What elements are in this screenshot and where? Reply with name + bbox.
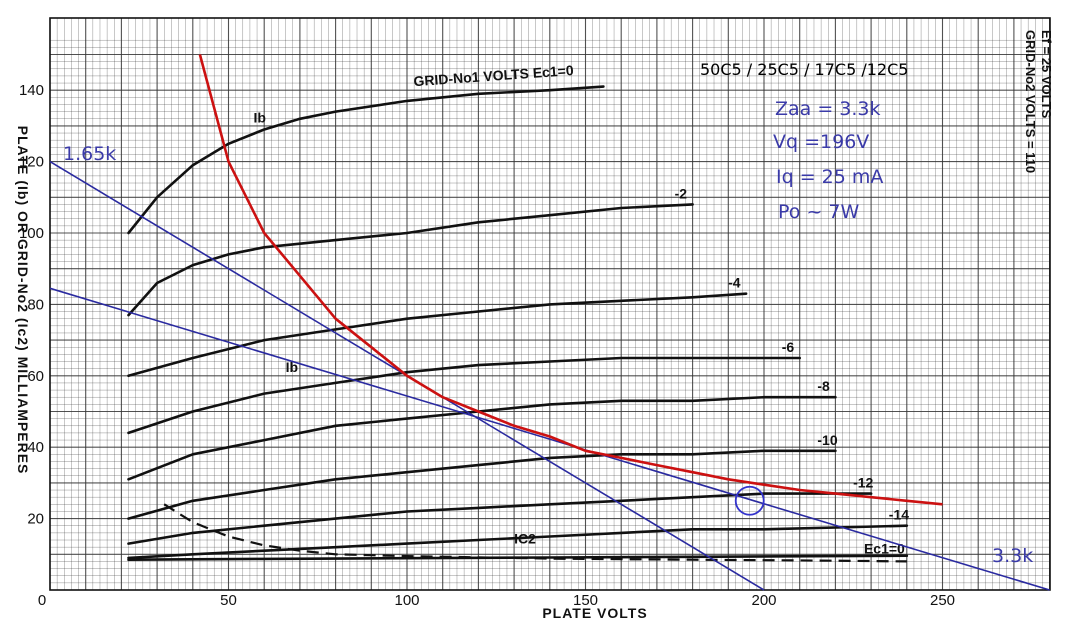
condition-heater-voltage: Ef = 25 VOLTS	[1039, 30, 1054, 119]
y-tick-label: 140	[19, 82, 44, 99]
y-tick-label: 120	[19, 154, 44, 171]
annotation-impedance: Zaa = 3.3k	[775, 98, 881, 120]
load-line	[49, 287, 1050, 591]
series-curve	[127, 554, 909, 561]
screen-current-curve	[163, 503, 907, 563]
annotation-quiescent-voltage: Vq =196V	[773, 131, 869, 153]
series-label: -10	[817, 432, 837, 448]
annotation-power-output: Po ~ 7W	[778, 201, 859, 223]
y-tick-label: 100	[19, 225, 44, 242]
x-axis-title: PLATE VOLTS	[542, 605, 647, 621]
x-tick-label: 0	[38, 592, 46, 609]
series-curve	[127, 203, 694, 317]
series-label: -2	[675, 185, 688, 201]
plate-current-label: Ib	[253, 109, 265, 125]
load-line-label-3-3k: 3.3k	[992, 545, 1033, 567]
y-tick-label: 40	[27, 439, 44, 456]
tube-types-label: 50C5 / 25C5 / 17C5 /12C5	[700, 60, 908, 79]
y-tick-label: 80	[27, 296, 44, 313]
load-line-overlay	[49, 54, 1050, 591]
series-label: -4	[728, 275, 741, 291]
x-tick-label: 50	[220, 592, 237, 609]
plate-current-label: Ib	[286, 359, 298, 375]
x-tick-label: 100	[394, 592, 419, 609]
annotation-quiescent-current: Iq = 25 mA	[776, 166, 883, 188]
series-label: -12	[853, 475, 873, 491]
operating-point-marker	[734, 485, 765, 516]
max-dissipation-curve	[198, 54, 943, 506]
series-label: -8	[817, 378, 830, 394]
x-tick-label: 200	[751, 592, 776, 609]
load-line-label-1-65k: 1.65k	[63, 143, 116, 165]
series-curve	[127, 524, 909, 560]
series-curve	[127, 85, 605, 235]
series-label: Ec1=0	[864, 541, 905, 557]
y-tick-label: 60	[27, 368, 44, 385]
x-tick-label: 250	[930, 592, 955, 609]
series-curve	[127, 356, 801, 435]
series-curve	[127, 492, 873, 545]
series-label: -14	[889, 507, 909, 523]
plot-frame	[49, 17, 1051, 591]
condition-screen-voltage: GRID-No2 VOLTS = 110	[1023, 30, 1038, 173]
series-label: -6	[782, 339, 795, 355]
x-tick-label: 150	[573, 592, 598, 609]
y-tick-label: 20	[27, 511, 44, 528]
y-axis-title: PLATE (Ib) OR GRID-No2 (Ic2) MILLIAMPERE…	[15, 126, 31, 475]
series-curve	[127, 395, 837, 481]
screen-current-label: IC2	[514, 531, 536, 547]
series-curve	[127, 292, 748, 378]
axes: 0 50 100 150 200 250 20 40 60 80 100 120 140	[19, 17, 1051, 609]
series-curve	[127, 449, 837, 520]
